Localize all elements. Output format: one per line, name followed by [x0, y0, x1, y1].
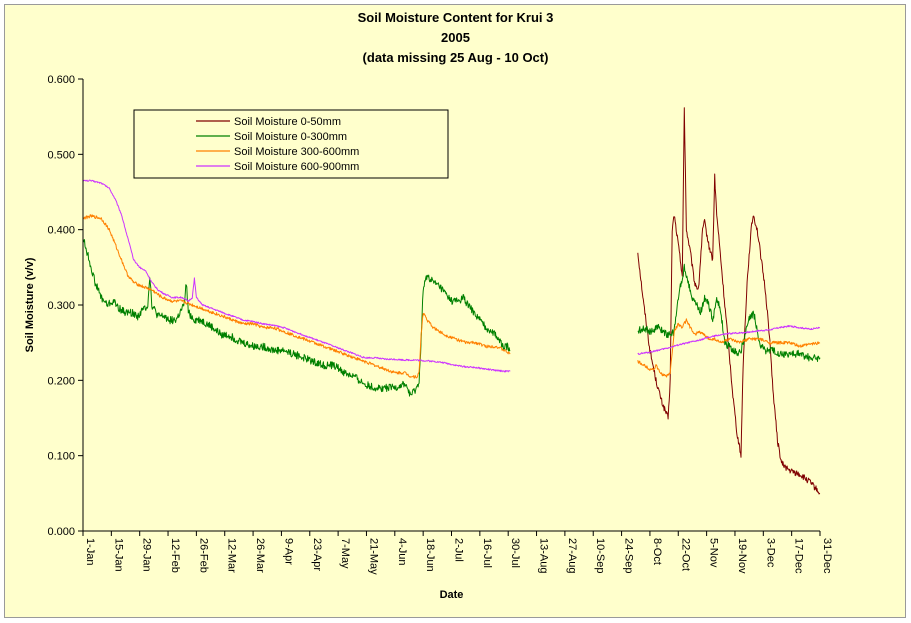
y-tick-label: 0.300	[47, 300, 75, 312]
series-line-1-segment-0	[82, 238, 511, 397]
x-tick-label: 7-May	[339, 538, 351, 569]
y-tick-label: 0.500	[47, 149, 75, 161]
y-tick-label: 0.200	[47, 375, 75, 387]
x-tick-label: 4-Jun	[396, 538, 408, 566]
x-tick-label: 16-Jul	[481, 538, 493, 568]
x-tick-label: 3-Dec	[764, 538, 776, 568]
x-tick-label: 1-Jan	[84, 538, 96, 566]
legend-box	[133, 109, 449, 179]
x-tick-label: 18-Jun	[424, 538, 436, 572]
ticks-layer: 0.000 0.100 0.200 0.300 0.400 0.500 0.600 1-Jan…	[47, 74, 833, 575]
y-axis-title: Soil Moisture (v/v)	[24, 257, 36, 352]
x-tick-label: 9-Apr	[282, 538, 294, 565]
series-line-1-segment-1	[637, 263, 821, 362]
x-axis-title: Date	[440, 589, 464, 601]
legend-label: Soil Moisture 300-600mm	[234, 146, 359, 158]
y-tick-label: 0.100	[47, 451, 75, 463]
chart-title: Soil Moisture Content for Krui 3	[357, 10, 554, 25]
x-tick-label: 12-Mar	[226, 538, 238, 573]
series-line-3-segment-1	[637, 325, 821, 355]
series-line-3-segment-0	[82, 179, 511, 373]
legend-label: Soil Moisture 0-50mm	[234, 116, 341, 128]
chart-subtitle: 2005	[441, 30, 470, 45]
x-tick-label: 8-Oct	[651, 538, 663, 565]
legend-label: Soil Moisture 0-300mm	[234, 131, 347, 143]
x-tick-label: 2-Jul	[453, 538, 465, 562]
x-tick-label: 10-Sep	[594, 538, 606, 573]
x-tick-label: 27-Aug	[566, 538, 578, 573]
series-line-0-segment-0	[637, 107, 821, 495]
legend: Soil Moisture 0-50mm Soil Moisture 0-300m…	[133, 109, 449, 179]
x-tick-label: 31-Dec	[821, 538, 833, 574]
x-tick-label: 15-Jan	[112, 538, 124, 572]
x-tick-label: 26-Feb	[197, 538, 209, 573]
x-tick-label: 29-Jan	[141, 538, 153, 572]
x-tick-label: 17-Dec	[793, 538, 805, 574]
x-tick-label: 5-Nov	[708, 538, 720, 568]
x-tick-label: 26-Mar	[254, 538, 266, 573]
series-line-2-segment-0	[82, 214, 511, 379]
chart-note: (data missing 25 Aug - 10 Oct)	[362, 50, 549, 65]
x-tick-label: 19-Nov	[736, 538, 748, 574]
legend-label: Soil Moisture 600-900mm	[234, 161, 359, 173]
y-tick-label: 0.600	[47, 74, 75, 86]
x-tick-label: 24-Sep	[623, 538, 635, 573]
series-line-2-segment-1	[637, 318, 821, 378]
y-tick-label: 0.400	[47, 225, 75, 237]
x-tick-label: 30-Jul	[509, 538, 521, 568]
y-tick-label: 0.000	[47, 526, 75, 538]
x-tick-label: 13-Aug	[538, 538, 550, 573]
x-tick-label: 12-Feb	[169, 538, 181, 573]
series-layer	[82, 107, 821, 495]
x-tick-label: 21-May	[367, 538, 379, 575]
x-tick-label: 23-Apr	[311, 538, 323, 571]
x-tick-label: 22-Oct	[679, 538, 691, 571]
